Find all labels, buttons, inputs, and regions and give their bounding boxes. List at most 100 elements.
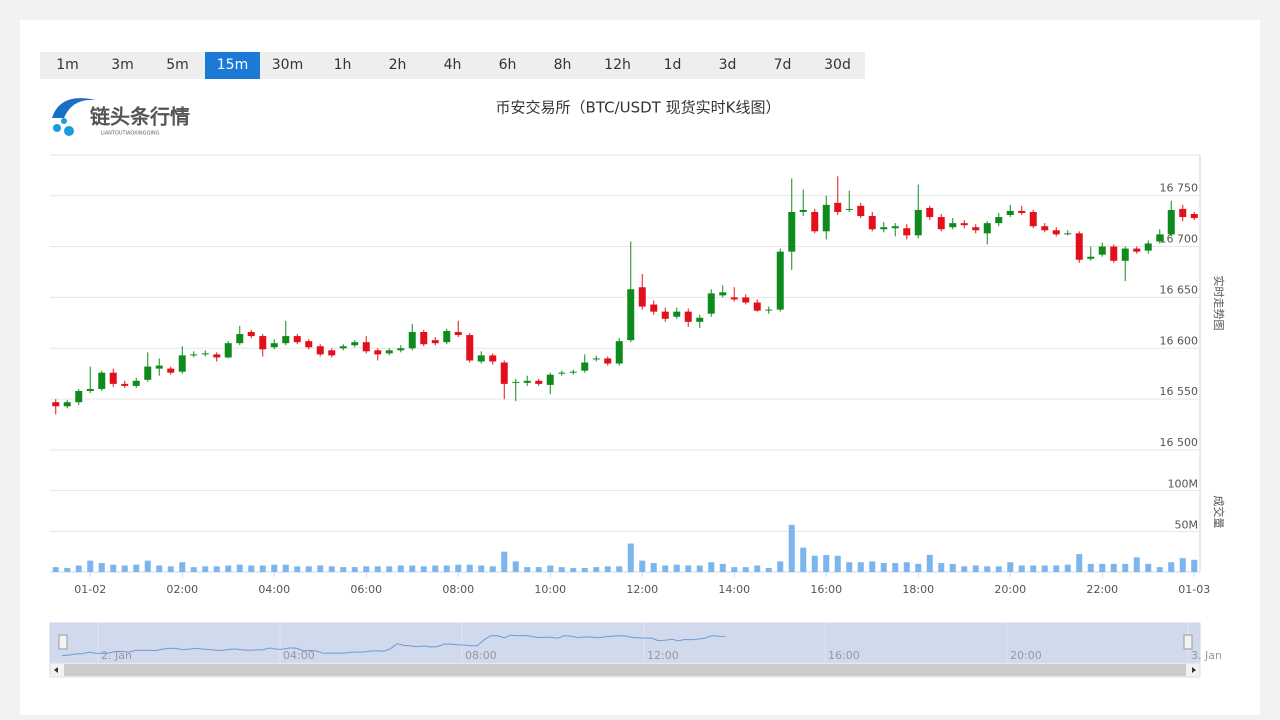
volume-bar	[328, 566, 335, 572]
volume-bar	[363, 566, 370, 572]
interval-button[interactable]: 2h	[388, 57, 407, 73]
candle-body	[362, 342, 370, 352]
volume-bar	[236, 564, 243, 572]
volume-bar	[788, 524, 795, 572]
navigator-label: 20:00	[1010, 649, 1042, 662]
navigator-label: 04:00	[283, 649, 315, 662]
x-tick-label: 06:00	[350, 583, 382, 596]
volume-bar	[351, 567, 358, 572]
interval-button[interactable]: 1m	[56, 57, 79, 73]
interval-button[interactable]: 3m	[111, 57, 134, 73]
candle-body	[213, 354, 221, 358]
candle-body	[1179, 208, 1187, 218]
candle-body	[926, 207, 934, 218]
candle-body	[167, 368, 175, 373]
logo-dot	[53, 124, 61, 132]
interval-button[interactable]: 12h	[604, 57, 631, 73]
candle-body	[316, 346, 324, 355]
volume-bar	[673, 564, 680, 572]
volume-bar	[213, 566, 220, 572]
candle-body	[1087, 256, 1095, 259]
volume-bar	[685, 565, 692, 572]
x-tick-label: 16:00	[810, 583, 842, 596]
logo-dot	[61, 118, 67, 124]
interval-button[interactable]: 4h	[443, 57, 462, 73]
interval-button[interactable]: 5m	[166, 57, 189, 73]
candle-body	[765, 309, 773, 311]
volume-bar	[535, 567, 542, 572]
candle-body	[684, 311, 692, 322]
x-tick-label: 14:00	[718, 583, 750, 596]
interval-button[interactable]: 1d	[663, 57, 682, 73]
candle-body	[305, 341, 313, 348]
interval-button[interactable]: 30m	[271, 57, 304, 73]
volume-bar	[1064, 564, 1071, 572]
volume-bar	[972, 565, 979, 572]
volume-bar	[432, 565, 439, 572]
navigator-label: 3. Jan	[1191, 649, 1222, 662]
interval-button[interactable]: 8h	[553, 57, 572, 73]
interval-button[interactable]: 6h	[498, 57, 517, 73]
volume-bar	[110, 564, 117, 572]
navigator-line	[61, 634, 726, 657]
volume-bar	[1099, 563, 1106, 572]
volume-bar	[179, 562, 186, 572]
volume-bar	[133, 564, 140, 572]
volume-bar	[259, 565, 266, 572]
volume-bar	[524, 567, 531, 572]
candle-body	[1110, 246, 1118, 261]
volume-bar	[823, 554, 830, 572]
volume-bar	[915, 563, 922, 572]
volume-bar	[995, 566, 1002, 572]
logo: 链头条行情 LIANTOUTIAOXINGQING	[52, 98, 190, 137]
candle-body	[914, 209, 922, 236]
interval-button[interactable]: 30d	[824, 57, 851, 73]
volume-bar	[52, 567, 59, 572]
volume-bar	[880, 563, 887, 572]
volume-bar	[708, 562, 715, 572]
candle-body	[236, 334, 244, 344]
volume-bar	[1030, 565, 1037, 572]
candle-body	[443, 330, 451, 343]
volume-bar	[650, 563, 657, 572]
candle-body	[822, 204, 830, 232]
navigator-label: 08:00	[465, 649, 497, 662]
interval-button[interactable]: 3d	[718, 57, 737, 73]
volume-bar	[294, 566, 301, 572]
interval-button[interactable]: 15m	[205, 52, 260, 79]
candle-body	[1041, 226, 1049, 231]
volume-bar	[696, 565, 703, 572]
volume-bar	[961, 566, 968, 572]
x-tick-label: 04:00	[258, 583, 290, 596]
navigator-bg	[49, 622, 1201, 664]
volume-bar	[443, 565, 450, 572]
candle-body	[569, 371, 577, 373]
candle-body	[983, 223, 991, 234]
candle-body	[546, 374, 554, 385]
x-tick-label: 10:00	[534, 583, 566, 596]
candle-body	[374, 350, 382, 355]
navigator-handle	[58, 634, 68, 650]
volume-bar	[478, 565, 485, 572]
volume-bar	[271, 564, 278, 572]
x-tick-label: 02:00	[166, 583, 198, 596]
volume-bar	[1041, 565, 1048, 572]
interval-button[interactable]: 1h	[333, 57, 352, 73]
candle-body	[339, 346, 347, 349]
candle-body	[224, 343, 232, 358]
candle-body	[788, 211, 796, 252]
candle-body	[880, 227, 888, 230]
interval-button[interactable]: 7d	[773, 57, 792, 73]
candle-body	[259, 336, 267, 350]
y-tick-label: 16 750	[1160, 182, 1199, 195]
candle-body	[742, 297, 750, 303]
volume-bar	[1110, 563, 1117, 572]
x-tick-label: 01-02	[74, 583, 106, 596]
y-axis-title: 实时走势图	[1212, 276, 1226, 331]
volume-bar	[340, 567, 347, 572]
candle-body	[132, 380, 140, 386]
candle-body	[581, 362, 589, 371]
x-tick-label: 20:00	[994, 583, 1026, 596]
candle-body	[282, 336, 290, 344]
